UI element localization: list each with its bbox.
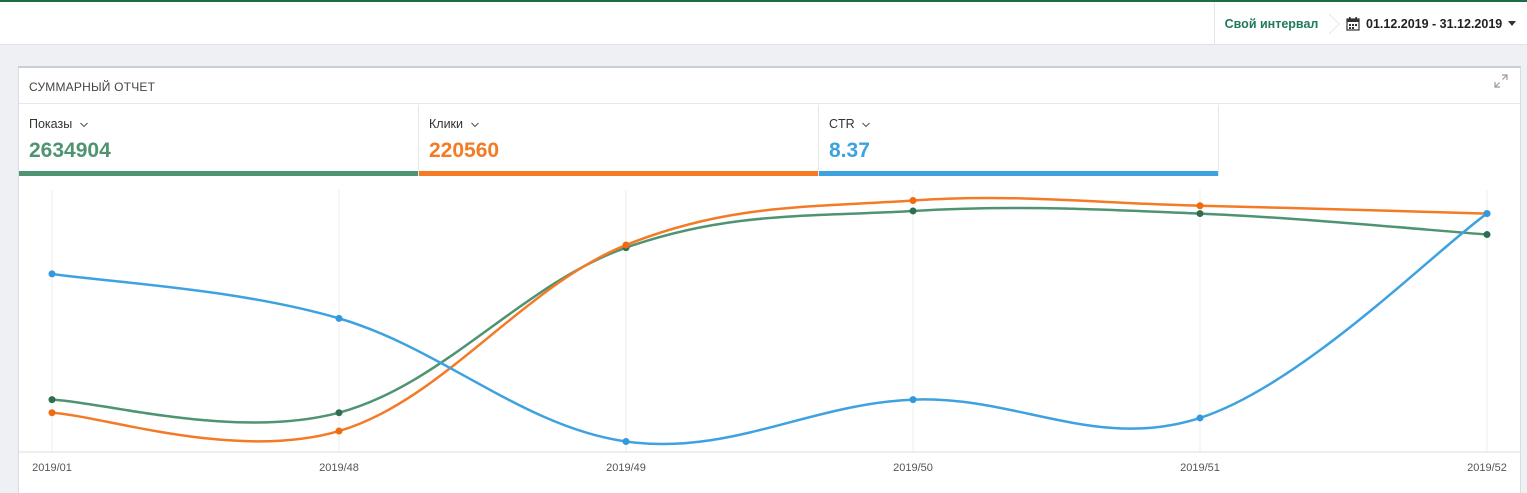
data-point[interactable] — [1196, 202, 1204, 210]
metric-label-text: Показы — [29, 117, 73, 131]
metric-label: Показы — [29, 117, 88, 131]
metric-impressions[interactable]: Показы 2634904 — [19, 105, 419, 176]
date-range-text: 01.12.2019 - 31.12.2019 — [1366, 16, 1503, 31]
panel-header: СУММАРНЫЙ ОТЧЕТ — [19, 68, 1520, 104]
metric-clicks[interactable]: Клики 220560 — [419, 105, 819, 176]
top-bar: Свой интервал 01.12.2019 - 31.12.2019 — [0, 0, 1527, 45]
x-tick-label: 2019/51 — [1180, 462, 1220, 474]
metric-label: CTR — [829, 117, 871, 131]
data-point[interactable] — [1483, 231, 1491, 239]
data-point[interactable] — [48, 409, 56, 417]
data-point[interactable] — [1196, 414, 1204, 422]
data-point[interactable] — [48, 270, 56, 278]
metric-value: 8.37 — [829, 139, 870, 162]
metric-value: 220560 — [429, 139, 500, 162]
x-tick-label: 2019/49 — [606, 462, 646, 474]
metric-label: Клики — [429, 117, 479, 131]
panel-title: СУММАРНЫЙ ОТЧЕТ — [29, 80, 156, 94]
caret-down-icon — [1508, 21, 1517, 26]
expand-icon[interactable] — [1494, 74, 1508, 88]
data-point[interactable] — [909, 196, 917, 204]
series-line — [51, 212, 1488, 446]
data-point[interactable] — [909, 207, 917, 215]
date-range-picker[interactable]: 01.12.2019 - 31.12.2019 — [1342, 2, 1527, 45]
custom-interval-link[interactable]: Свой интервал — [1214, 2, 1328, 45]
chevron-down-icon — [79, 122, 88, 128]
data-point[interactable] — [335, 314, 343, 322]
separator-chevron-icon — [1328, 14, 1340, 34]
data-point[interactable] — [1483, 210, 1491, 218]
metric-color-bar — [419, 171, 818, 176]
chevron-down-icon — [862, 122, 871, 128]
data-point[interactable] — [622, 241, 630, 249]
metric-value: 2634904 — [29, 139, 111, 162]
metric-label-text: CTR — [829, 117, 855, 131]
data-point[interactable] — [335, 427, 343, 435]
x-tick-label: 2019/01 — [32, 462, 72, 474]
x-tick-label: 2019/52 — [1467, 462, 1507, 474]
series-line — [51, 196, 1488, 443]
metric-color-bar — [19, 171, 418, 176]
data-point[interactable] — [1196, 210, 1204, 218]
x-tick-label: 2019/50 — [893, 462, 933, 474]
series-line — [51, 206, 1488, 424]
data-point[interactable] — [622, 438, 630, 446]
metric-ctr[interactable]: CTR 8.37 — [819, 105, 1219, 176]
calendar-icon — [1346, 16, 1360, 31]
metric-color-bar — [819, 171, 1218, 176]
data-point[interactable] — [909, 396, 917, 404]
data-point[interactable] — [335, 409, 343, 417]
chevron-down-icon — [470, 122, 479, 128]
data-point[interactable] — [48, 396, 56, 404]
x-tick-label: 2019/48 — [319, 462, 359, 474]
metric-label-text: Клики — [429, 117, 464, 131]
